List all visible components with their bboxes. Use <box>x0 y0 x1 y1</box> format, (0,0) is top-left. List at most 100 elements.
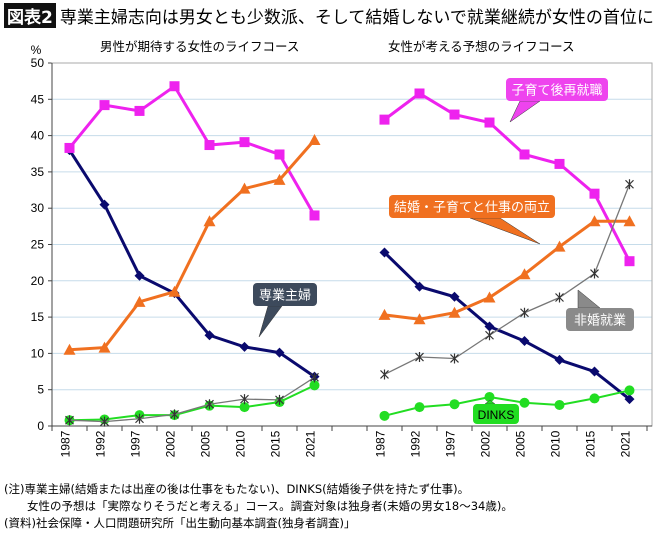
callout-housewife-label: 専業主婦 <box>259 288 311 303</box>
series-triangle <box>378 215 636 325</box>
marker-triangle <box>623 215 636 227</box>
series-line <box>68 149 316 378</box>
marker-triangle <box>413 313 426 325</box>
marker-circle <box>554 399 565 410</box>
series-circle <box>379 385 635 421</box>
marker-star <box>135 413 144 424</box>
marker-star <box>205 399 214 410</box>
y-tick-label: 30 <box>31 201 45 215</box>
marker-square <box>589 188 600 199</box>
series-triangle <box>63 133 321 355</box>
y-tick-label: 25 <box>31 238 45 252</box>
marker-square <box>414 88 425 99</box>
marker-diamond <box>624 394 635 405</box>
callout-both-label: 結婚・子育てと仕事の両立 <box>394 200 550 215</box>
marker-circle <box>484 391 495 402</box>
figure-title-text: 専業主婦志向は男女とも少数派、そして結婚しないで就業継続が女性の首位に <box>59 8 654 28</box>
right-panel-title: 女性が考える予想のライフコース <box>388 39 575 54</box>
marker-diamond <box>134 270 145 281</box>
y-tick-label: 0 <box>37 419 44 433</box>
x-tick-label: 1987 <box>374 430 388 457</box>
marker-triangle <box>378 308 391 320</box>
marker-circle <box>239 402 250 413</box>
x-tick-label: 2002 <box>164 430 178 457</box>
marker-star <box>65 415 74 426</box>
callout-reemploy-pointer <box>509 100 541 123</box>
marker-square <box>64 142 75 153</box>
series-star <box>65 372 319 427</box>
marker-square <box>449 109 460 120</box>
y-tick-label: 5 <box>37 383 44 397</box>
marker-circle <box>519 397 530 408</box>
marker-square <box>309 210 320 221</box>
marker-circle <box>589 393 600 404</box>
marker-square <box>484 117 495 128</box>
x-tick-label: 2002 <box>479 430 493 457</box>
y-tick-label: 35 <box>31 165 45 179</box>
marker-square <box>554 158 565 169</box>
marker-diamond <box>99 199 110 210</box>
x-tick-label: 2015 <box>584 430 598 457</box>
marker-triangle <box>98 341 111 353</box>
callout-housewife-box <box>253 283 317 306</box>
marker-diamond <box>204 330 215 341</box>
y-tick-label: 20 <box>31 274 45 288</box>
marker-diamond <box>414 281 425 292</box>
figure-badge: 図表2 <box>4 3 56 28</box>
callout-both: 結婚・子育てと仕事の両立 <box>389 195 555 245</box>
marker-star <box>240 394 249 405</box>
marker-square <box>134 105 145 116</box>
y-tick-label: 45 <box>31 92 45 106</box>
series-line <box>69 138 316 352</box>
marker-triangle <box>273 173 286 185</box>
marker-triangle <box>238 182 251 194</box>
marker-star <box>170 409 179 420</box>
x-tick-label: 1997 <box>129 430 143 457</box>
callout-reemploy: 子育て後再就職 <box>506 78 608 123</box>
marker-diamond <box>449 291 460 302</box>
marker-square <box>379 114 390 125</box>
marker-triangle <box>168 285 181 297</box>
marker-diamond <box>519 336 530 347</box>
left-panel-title: 男性が期待する女性のライフコース <box>100 39 300 54</box>
marker-triangle <box>308 133 321 145</box>
x-tick-label: 1997 <box>444 430 458 457</box>
series-square <box>379 88 635 267</box>
marker-circle <box>449 399 460 410</box>
marker-square <box>274 149 285 160</box>
marker-star <box>100 416 109 427</box>
x-tick-label: 2010 <box>234 430 248 457</box>
y-tick-label: 15 <box>31 310 45 324</box>
y-tick-label: 50 <box>31 56 45 70</box>
x-tick-label: 2010 <box>549 430 563 457</box>
marker-star <box>450 353 459 364</box>
callout-housewife-pointer <box>258 305 283 338</box>
series-line <box>68 84 316 217</box>
marker-square <box>99 100 110 111</box>
series-circle <box>64 380 320 426</box>
marker-star <box>415 352 424 363</box>
marker-star <box>520 307 529 318</box>
marker-circle <box>414 402 425 413</box>
x-tick-label: 2015 <box>269 430 283 457</box>
y-tick-label: 40 <box>31 129 45 143</box>
marker-star <box>485 330 494 341</box>
callout-dinks-box <box>473 404 519 424</box>
marker-diamond <box>274 347 285 358</box>
marker-diamond <box>589 366 600 377</box>
marker-triangle <box>448 306 461 318</box>
callout-unmarried-box <box>566 308 634 331</box>
series-line <box>383 91 631 262</box>
marker-star <box>310 372 319 383</box>
series-diamond <box>379 247 635 405</box>
marker-square <box>519 149 530 160</box>
series-line <box>69 376 315 423</box>
marker-star <box>275 394 284 405</box>
figure-title: 図表2 専業主婦志向は男女とも少数派、そして結婚しないで就業継続が女性の首位に <box>4 3 654 28</box>
marker-square <box>169 81 180 92</box>
series-star <box>380 179 634 380</box>
y-axis-label: % <box>31 43 42 57</box>
marker-circle <box>379 410 390 421</box>
marker-square <box>239 137 250 148</box>
